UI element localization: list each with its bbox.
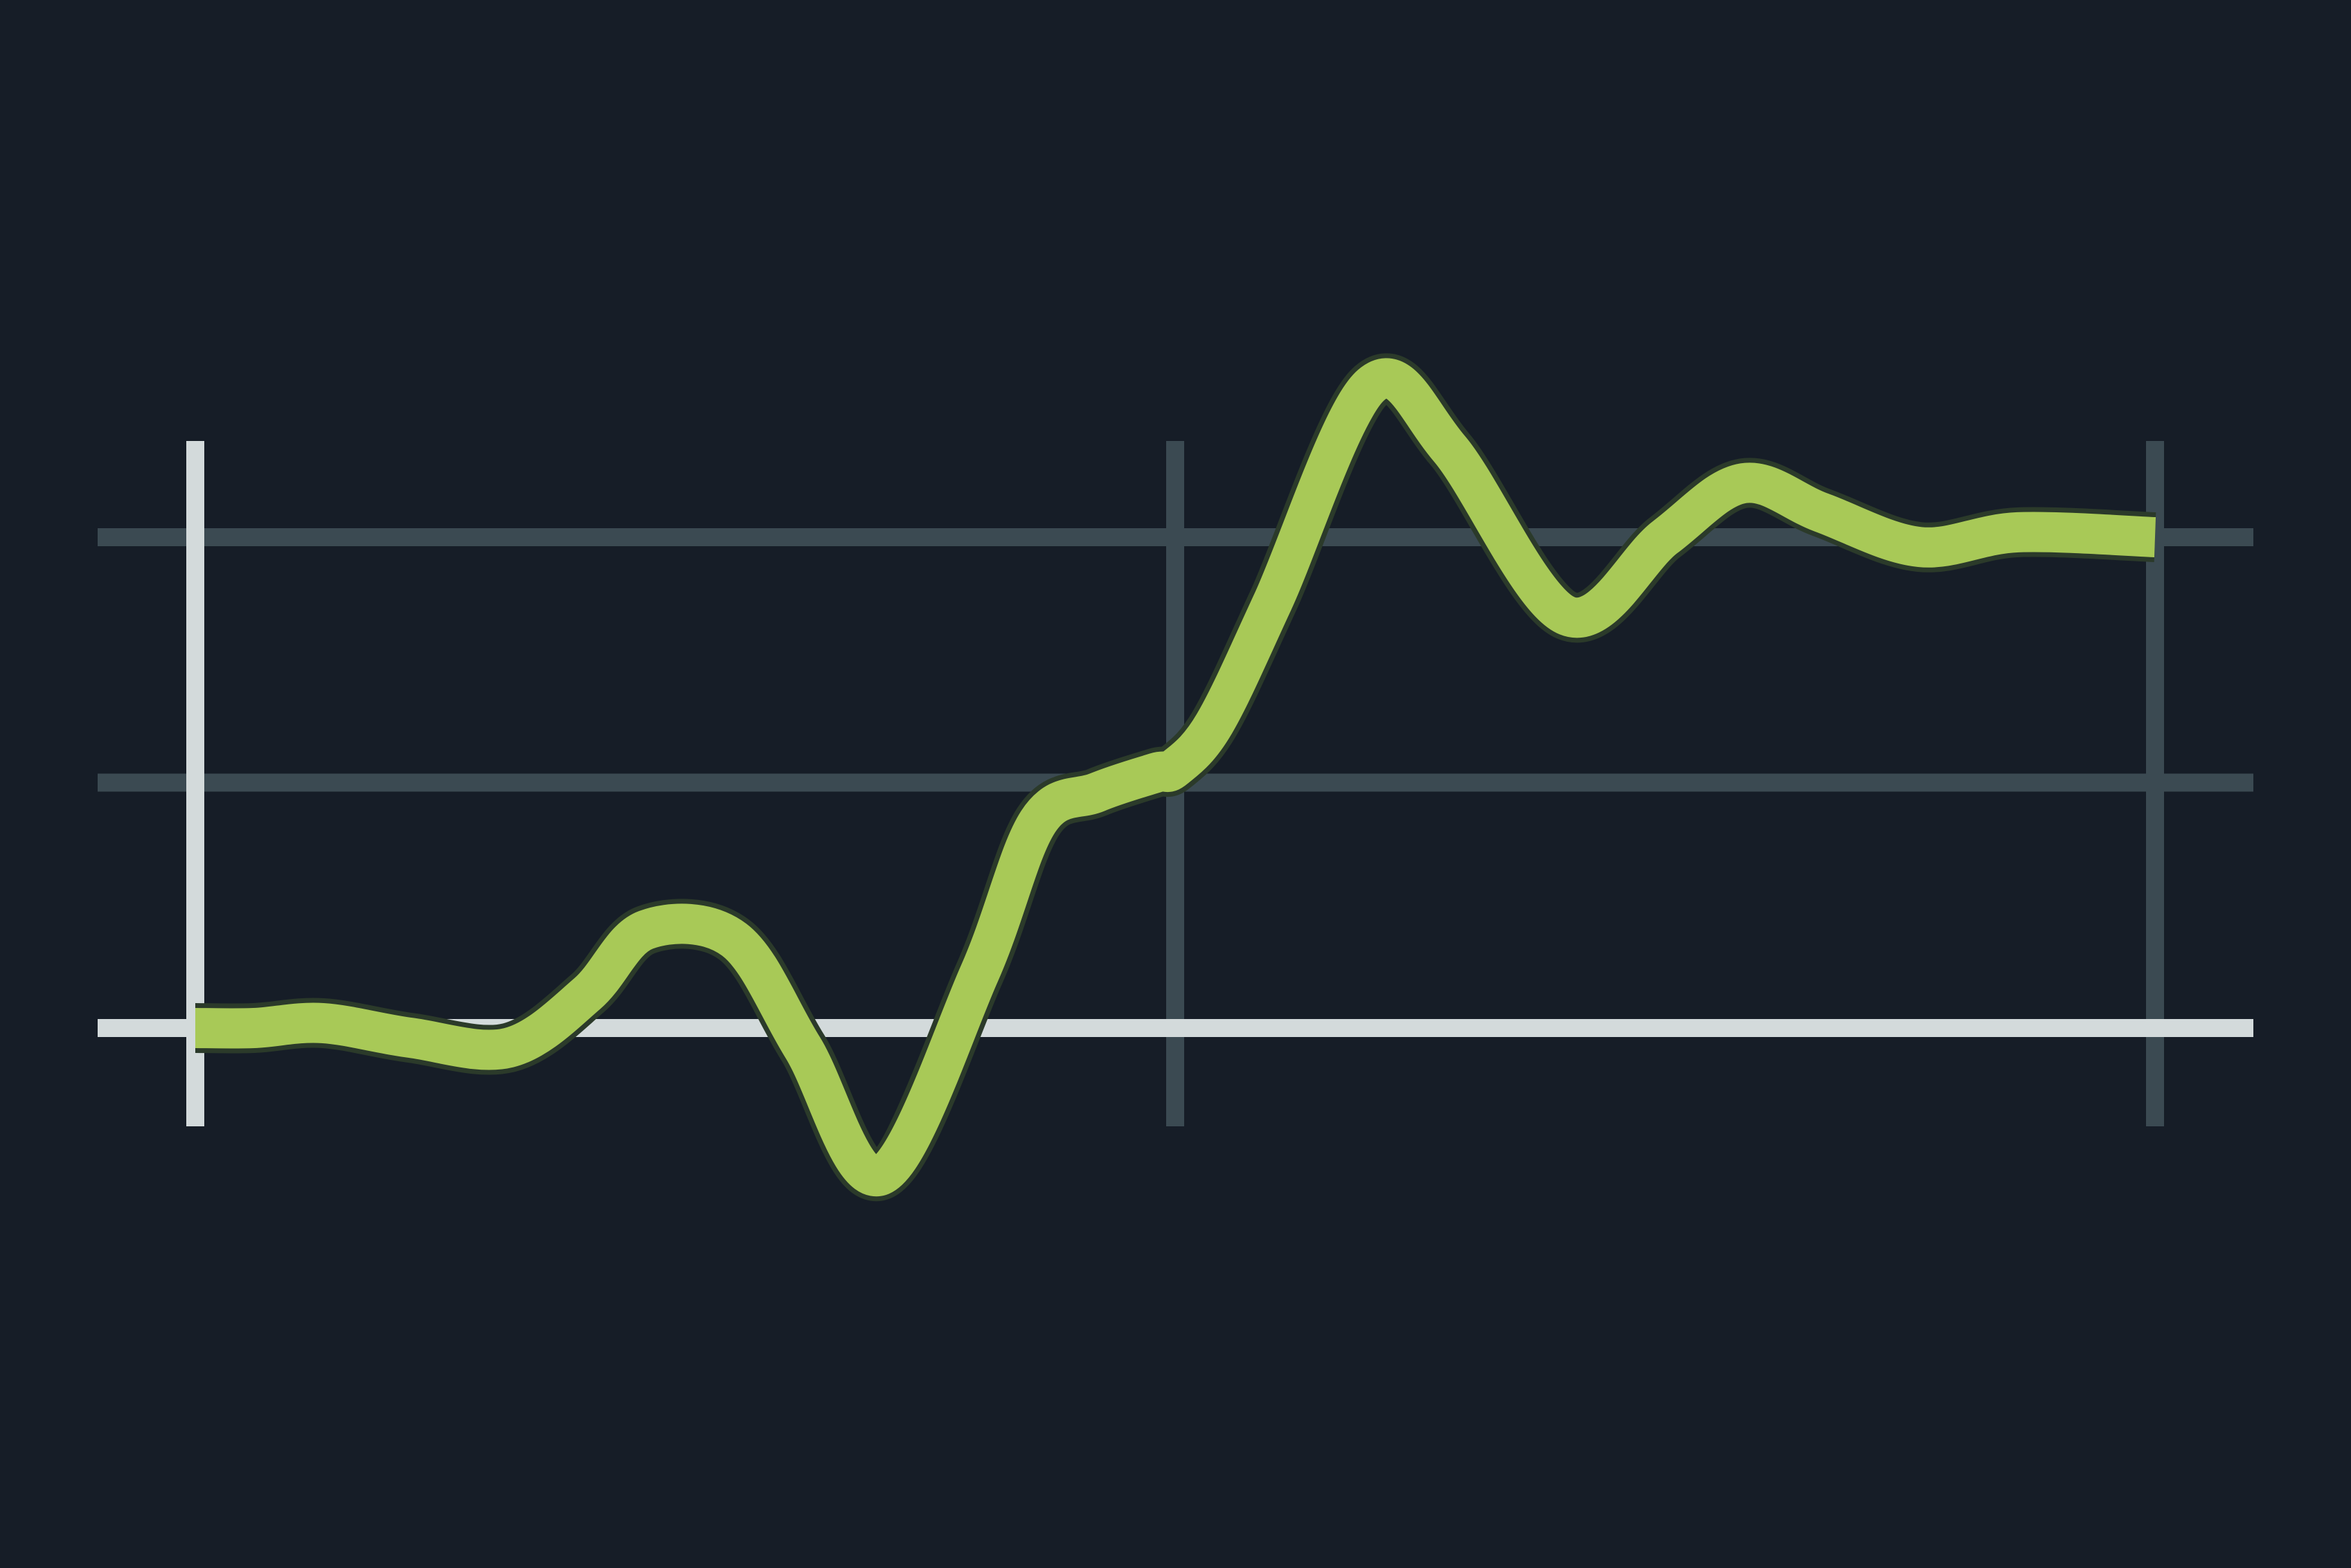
series-line <box>195 358 2156 1196</box>
